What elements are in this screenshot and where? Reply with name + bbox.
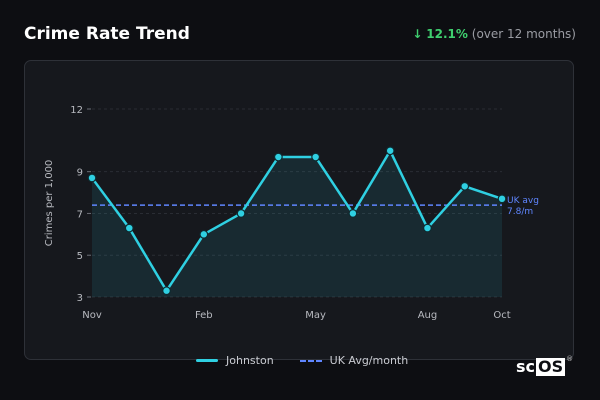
line-chart: 3 5 7 9 12 Crimes per 1,000 Nov Feb May Aug Oct UK … <box>44 105 539 321</box>
data-point <box>348 209 358 218</box>
y-tick-label: 5 <box>77 251 83 262</box>
data-point <box>497 194 507 204</box>
brand-registered-mark: ® <box>566 354 574 363</box>
y-tick-label: 9 <box>77 168 83 179</box>
series-line-swatch-icon <box>196 359 218 362</box>
y-tick-label: 12 <box>70 105 83 116</box>
trend-change-summary: ↓ 12.1% (over 12 months) <box>412 27 576 41</box>
data-point <box>460 181 470 191</box>
data-point <box>87 173 97 183</box>
series-area-fill <box>92 150 502 297</box>
y-tick-label: 7 <box>77 209 83 220</box>
x-tick-label: Feb <box>195 310 213 321</box>
data-point <box>162 286 171 296</box>
y-tick-label: 3 <box>77 293 83 304</box>
x-tick-label: Aug <box>418 310 438 321</box>
data-point <box>236 209 246 218</box>
uk-average-value: 7.8/m <box>507 207 533 217</box>
legend-item-average[interactable]: UK Avg/month <box>299 354 409 367</box>
data-point <box>124 223 134 233</box>
chart-card: 3 5 7 9 12 Crimes per 1,000 Nov Feb May Aug Oct UK … <box>24 60 574 360</box>
legend-item-series[interactable]: Johnston <box>196 354 274 367</box>
brand-logo: sc OS ® <box>516 354 574 377</box>
brand-prefix: sc <box>516 357 536 376</box>
data-point <box>199 229 209 239</box>
data-point <box>423 223 432 233</box>
change-period: (over 12 months) <box>471 27 576 41</box>
x-tick-label: Nov <box>82 310 102 321</box>
data-point <box>311 152 321 162</box>
chart-title: Crime Rate Trend <box>24 24 190 44</box>
x-tick-label: Oct <box>493 310 510 321</box>
legend-average-label: UK Avg/month <box>329 354 409 367</box>
down-arrow-icon: ↓ <box>412 27 423 41</box>
change-percentage: 12.1% <box>426 27 468 41</box>
y-axis-label: Crimes per 1,000 <box>44 160 55 247</box>
dashed-line-swatch-icon <box>299 359 322 362</box>
legend-series-label: Johnston <box>226 354 274 367</box>
data-point <box>385 146 395 156</box>
data-point <box>273 152 283 162</box>
series-line-johnston <box>90 149 503 292</box>
chart-legend: Johnston UK Avg/month <box>196 354 434 367</box>
brand-suffix: OS <box>536 356 566 376</box>
uk-average-label: UK avg <box>507 196 539 206</box>
x-tick-label: May <box>305 310 326 321</box>
